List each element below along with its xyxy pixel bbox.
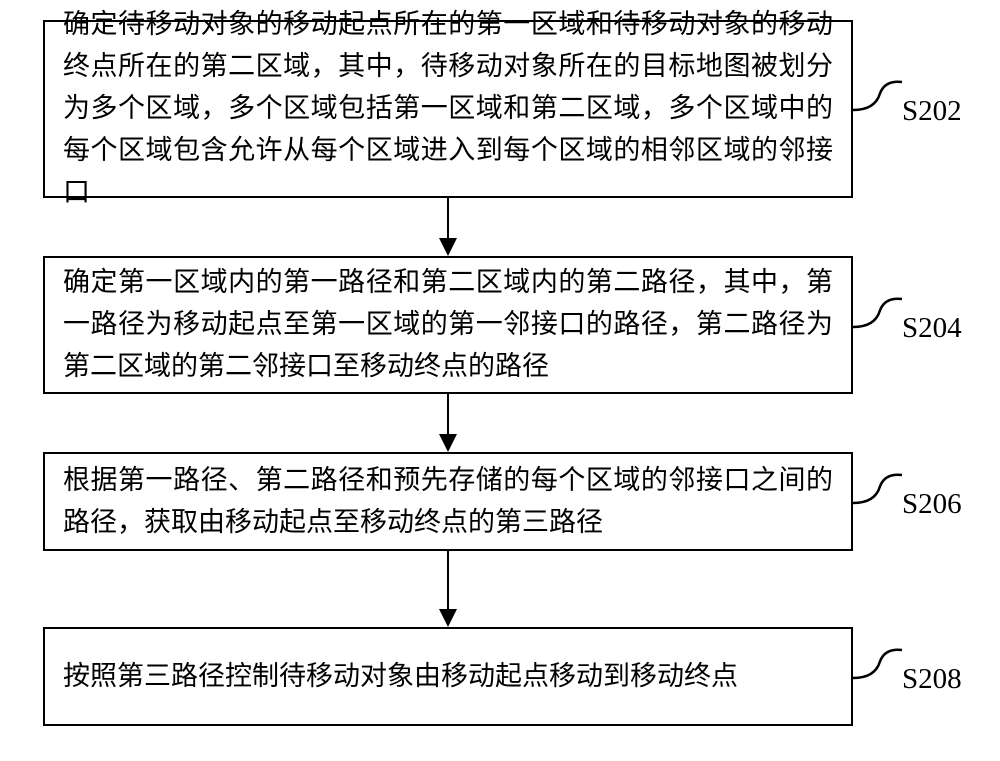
flow-node-s202: 确定待移动对象的移动起点所在的第一区域和待移动对象的移动终点所在的第二区域，其中… [43,20,853,198]
flowchart-canvas: 确定待移动对象的移动起点所在的第一区域和待移动对象的移动终点所在的第二区域，其中… [0,0,1000,761]
arrow-head-icon [439,434,457,452]
arrow-line [447,551,450,611]
connector-curve [853,80,906,118]
arrow-line [447,198,450,240]
flow-node-text: 根据第一路径、第二路径和预先存储的每个区域的邻接口之间的路径，获取由移动起点至移… [45,460,851,544]
connector-curve [853,297,906,335]
connector-curve [853,648,906,686]
arrow-head-icon [439,238,457,256]
step-label-s206: S206 [902,488,962,521]
step-label-s202: S202 [902,95,962,128]
step-label-s208: S208 [902,663,962,696]
step-label-s204: S204 [902,312,962,345]
arrow-head-icon [439,609,457,627]
connector-curve [853,473,906,511]
flow-node-s206: 根据第一路径、第二路径和预先存储的每个区域的邻接口之间的路径，获取由移动起点至移… [43,452,853,551]
flow-node-text: 确定待移动对象的移动起点所在的第一区域和待移动对象的移动终点所在的第二区域，其中… [45,4,851,213]
flow-node-text: 确定第一区域内的第一路径和第二区域内的第二路径，其中，第一路径为移动起点至第一区… [45,262,851,388]
flow-node-text: 按照第三路径控制待移动对象由移动起点移动到移动终点 [45,656,851,698]
flow-node-s204: 确定第一区域内的第一路径和第二区域内的第二路径，其中，第一路径为移动起点至第一区… [43,256,853,394]
flow-node-s208: 按照第三路径控制待移动对象由移动起点移动到移动终点 [43,627,853,726]
arrow-line [447,394,450,436]
